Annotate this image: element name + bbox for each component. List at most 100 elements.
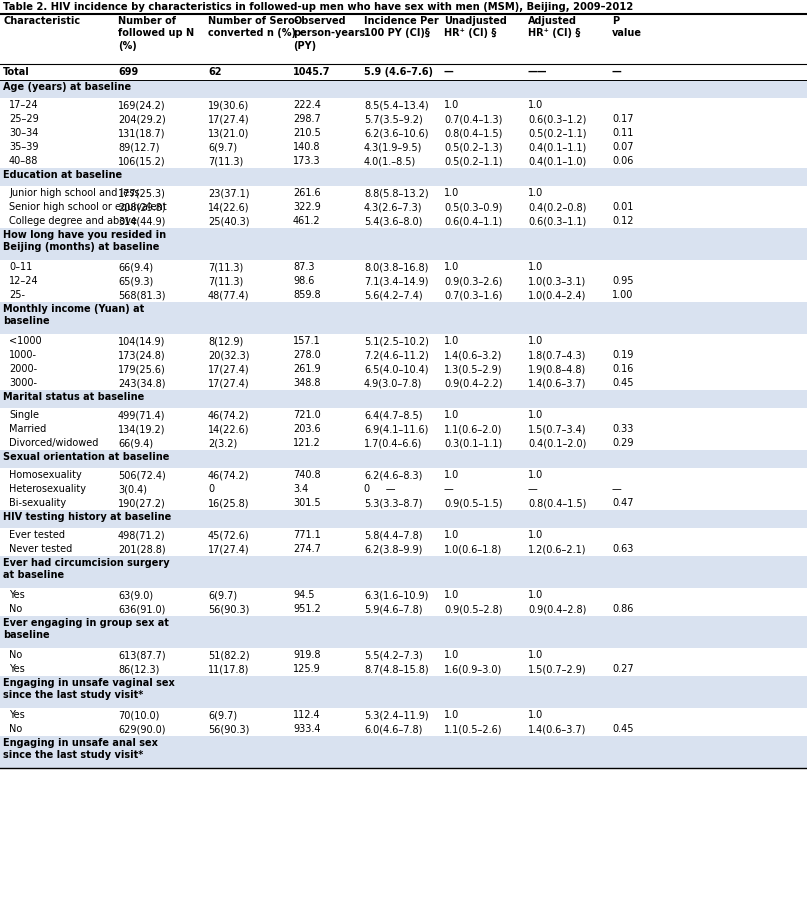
Text: Adjusted
HR⁺ (CI) §: Adjusted HR⁺ (CI) § (528, 16, 580, 38)
Text: —: — (528, 484, 537, 494)
Text: 568(81.3): 568(81.3) (118, 290, 165, 300)
Text: 70(10.0): 70(10.0) (118, 710, 159, 720)
Text: Single: Single (9, 410, 39, 420)
Text: 3.4: 3.4 (293, 484, 308, 494)
Bar (0, 556, 807, 588)
Text: 322.9: 322.9 (293, 202, 320, 212)
Text: 506(72.4): 506(72.4) (118, 470, 165, 480)
Text: 261.6: 261.6 (293, 188, 320, 198)
Text: 1.1(0.6–2.0): 1.1(0.6–2.0) (444, 424, 503, 434)
Text: 5.3(2.4–11.9): 5.3(2.4–11.9) (364, 710, 429, 720)
Bar (0, 362, 807, 376)
Bar (0, 616, 807, 648)
Text: 0.29: 0.29 (612, 438, 633, 448)
Text: 1.9(0.8–4.8): 1.9(0.8–4.8) (528, 364, 586, 374)
Bar (0, 260, 807, 274)
Text: 1.00: 1.00 (612, 290, 633, 300)
Bar (0, 676, 807, 708)
Text: Yes: Yes (9, 590, 25, 600)
Bar (0, 126, 807, 140)
Text: 636(91.0): 636(91.0) (118, 604, 165, 614)
Text: —: — (444, 67, 454, 77)
Text: 30–34: 30–34 (9, 128, 39, 138)
Bar (0, 334, 807, 348)
Text: 0.11: 0.11 (612, 128, 633, 138)
Text: 1.4(0.6–3.7): 1.4(0.6–3.7) (528, 724, 587, 734)
Text: Yes: Yes (9, 664, 25, 674)
Text: 629(90.0): 629(90.0) (118, 724, 165, 734)
Text: 11(17.8): 11(17.8) (208, 664, 249, 674)
Bar (0, 140, 807, 154)
Text: 0: 0 (208, 484, 214, 494)
Bar (0, 528, 807, 542)
Text: 0.8(0.4–1.5): 0.8(0.4–1.5) (444, 128, 503, 138)
Text: 20(32.3): 20(32.3) (208, 350, 249, 360)
Text: 1045.7: 1045.7 (293, 67, 331, 77)
Text: 6.9(4.1–11.6): 6.9(4.1–11.6) (364, 424, 429, 434)
Text: 0.9(0.4–2.8): 0.9(0.4–2.8) (528, 604, 587, 614)
Text: 17(27.4): 17(27.4) (208, 114, 249, 124)
Text: 1.4(0.6–3.2): 1.4(0.6–3.2) (444, 350, 503, 360)
Text: 0.6(0.4–1.1): 0.6(0.4–1.1) (444, 216, 502, 226)
Text: 25-: 25- (9, 290, 25, 300)
Text: 0     —: 0 — (364, 484, 395, 494)
Bar (0, 662, 807, 676)
Text: 1.8(0.7–4.3): 1.8(0.7–4.3) (528, 350, 587, 360)
Text: 56(90.3): 56(90.3) (208, 724, 249, 734)
Text: 1.0: 1.0 (528, 470, 543, 480)
Text: 56(90.3): 56(90.3) (208, 604, 249, 614)
Text: 1.0: 1.0 (528, 710, 543, 720)
Text: 5.1(2.5–10.2): 5.1(2.5–10.2) (364, 336, 429, 346)
Text: —: — (444, 484, 454, 494)
Text: 6.2(4.6–8.3): 6.2(4.6–8.3) (364, 470, 422, 480)
Text: 1.0: 1.0 (528, 590, 543, 600)
Text: 6(9.7): 6(9.7) (208, 142, 237, 152)
Text: 0.4(0.1–2.0): 0.4(0.1–2.0) (528, 438, 587, 448)
Text: 5.3(3.3–8.7): 5.3(3.3–8.7) (364, 498, 423, 508)
Text: 0.27: 0.27 (612, 664, 633, 674)
Bar (0, 168, 807, 186)
Bar (0, 708, 807, 722)
Text: 919.8: 919.8 (293, 650, 320, 660)
Text: 8.7(4.8–15.8): 8.7(4.8–15.8) (364, 664, 429, 674)
Text: 1.0(0.3–3.1): 1.0(0.3–3.1) (528, 276, 586, 286)
Bar (0, 588, 807, 602)
Text: 5.8(4.4–7.8): 5.8(4.4–7.8) (364, 530, 423, 540)
Text: 5.9 (4.6–7.6): 5.9 (4.6–7.6) (364, 67, 433, 77)
Text: 208(29.8): 208(29.8) (118, 202, 165, 212)
Text: 0.86: 0.86 (612, 604, 633, 614)
Text: 16(25.8): 16(25.8) (208, 498, 249, 508)
Text: 17(27.4): 17(27.4) (208, 378, 249, 388)
Text: Engaging in unsafe vaginal sex
since the last study visit*: Engaging in unsafe vaginal sex since the… (3, 678, 175, 700)
Text: No: No (9, 724, 23, 734)
Bar (0, 408, 807, 422)
Text: 0.5(0.3–0.9): 0.5(0.3–0.9) (444, 202, 503, 212)
Text: 1.0: 1.0 (444, 650, 459, 660)
Text: 243(34.8): 243(34.8) (118, 378, 165, 388)
Text: 1.7(0.4–6.6): 1.7(0.4–6.6) (364, 438, 422, 448)
Text: 4.9(3.0–7.8): 4.9(3.0–7.8) (364, 378, 422, 388)
Text: 1000-: 1000- (9, 350, 37, 360)
Text: 1.1(0.5–2.6): 1.1(0.5–2.6) (444, 724, 503, 734)
Text: 8.8(5.8–13.2): 8.8(5.8–13.2) (364, 188, 429, 198)
Text: 2000-: 2000- (9, 364, 37, 374)
Text: 1.0: 1.0 (444, 410, 459, 420)
Text: ——: —— (528, 67, 547, 77)
Text: 0.07: 0.07 (612, 142, 633, 152)
Bar (0, 450, 807, 468)
Text: 5.9(4.6–7.8): 5.9(4.6–7.8) (364, 604, 423, 614)
Text: 0.7(0.4–1.3): 0.7(0.4–1.3) (444, 114, 503, 124)
Text: 0.12: 0.12 (612, 216, 633, 226)
Text: 951.2: 951.2 (293, 604, 320, 614)
Text: How long have you resided in
Beijing (months) at baseline: How long have you resided in Beijing (mo… (3, 230, 166, 252)
Text: 86(12.3): 86(12.3) (118, 664, 159, 674)
Bar (0, 648, 807, 662)
Text: Homosexuality: Homosexuality (9, 470, 82, 480)
Text: 721.0: 721.0 (293, 410, 320, 420)
Text: 62: 62 (208, 67, 221, 77)
Bar (0, 302, 807, 334)
Text: 13(21.0): 13(21.0) (208, 128, 249, 138)
Text: 190(27.2): 190(27.2) (118, 498, 165, 508)
Bar (0, 112, 807, 126)
Text: 45(72.6): 45(72.6) (208, 530, 249, 540)
